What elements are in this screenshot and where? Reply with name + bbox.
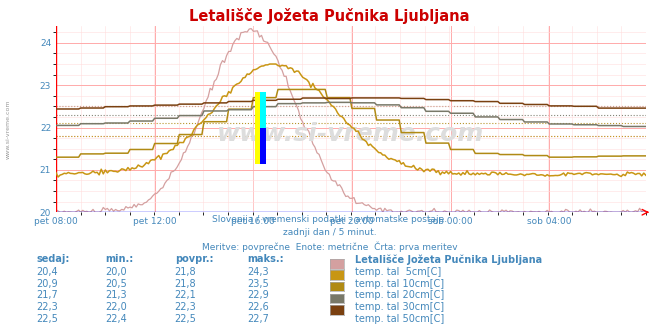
Text: Meritve: povprečne  Enote: metrične  Črta: prva meritev: Meritve: povprečne Enote: metrične Črta:… — [202, 241, 457, 252]
Text: zadnji dan / 5 minut.: zadnji dan / 5 minut. — [283, 228, 376, 237]
Text: 22,0: 22,0 — [105, 302, 127, 312]
Text: 22,4: 22,4 — [105, 314, 127, 324]
Text: maks.:: maks.: — [247, 254, 284, 264]
Text: 21,7: 21,7 — [36, 290, 58, 300]
Text: www.si-vreme.com: www.si-vreme.com — [217, 122, 484, 146]
Text: temp. tal 20cm[C]: temp. tal 20cm[C] — [355, 290, 444, 300]
Text: 22,5: 22,5 — [175, 314, 196, 324]
Text: 20,4: 20,4 — [36, 267, 58, 277]
Text: Letališče Jožeta Pučnika Ljubljana: Letališče Jožeta Pučnika Ljubljana — [355, 254, 542, 265]
Text: sedaj:: sedaj: — [36, 254, 70, 264]
Text: 20,9: 20,9 — [36, 279, 58, 289]
Text: 22,9: 22,9 — [247, 290, 269, 300]
Bar — [260, 128, 266, 164]
Text: 20,0: 20,0 — [105, 267, 127, 277]
Text: 21,8: 21,8 — [175, 267, 196, 277]
Text: 23,5: 23,5 — [247, 279, 269, 289]
Text: 21,8: 21,8 — [175, 279, 196, 289]
Text: 20,5: 20,5 — [105, 279, 127, 289]
Bar — [260, 92, 266, 164]
Text: 22,7: 22,7 — [247, 314, 269, 324]
Text: www.si-vreme.com: www.si-vreme.com — [5, 100, 11, 159]
Text: min.:: min.: — [105, 254, 134, 264]
Text: temp. tal 50cm[C]: temp. tal 50cm[C] — [355, 314, 444, 324]
Text: temp. tal  5cm[C]: temp. tal 5cm[C] — [355, 267, 441, 277]
Text: 21,3: 21,3 — [105, 290, 127, 300]
Bar — [255, 92, 266, 164]
Text: 22,3: 22,3 — [175, 302, 196, 312]
Text: 22,5: 22,5 — [36, 314, 58, 324]
Text: temp. tal 10cm[C]: temp. tal 10cm[C] — [355, 279, 444, 289]
Text: povpr.:: povpr.: — [175, 254, 213, 264]
Text: 22,6: 22,6 — [247, 302, 269, 312]
Text: 24,3: 24,3 — [247, 267, 269, 277]
Text: Slovenija / vremenski podatki - avtomatske postaje.: Slovenija / vremenski podatki - avtomats… — [212, 215, 447, 225]
Text: Letališče Jožeta Pučnika Ljubljana: Letališče Jožeta Pučnika Ljubljana — [189, 8, 470, 24]
Text: temp. tal 30cm[C]: temp. tal 30cm[C] — [355, 302, 444, 312]
Text: 22,1: 22,1 — [175, 290, 196, 300]
Text: 22,3: 22,3 — [36, 302, 58, 312]
